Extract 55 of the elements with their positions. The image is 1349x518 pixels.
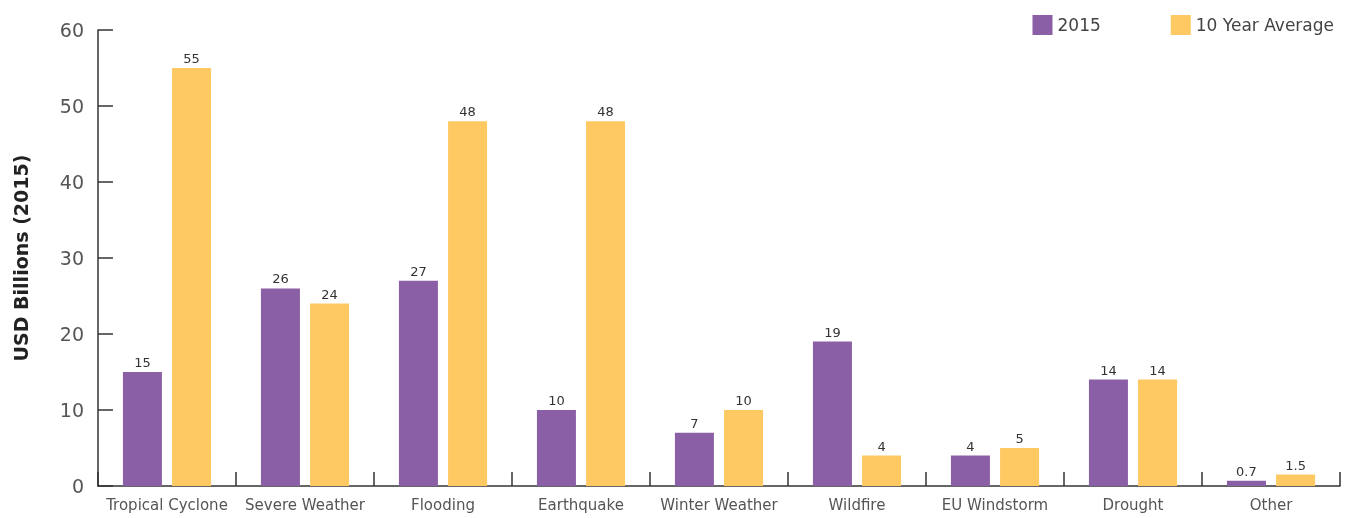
- bar: [950, 455, 990, 486]
- y-tick-label: 0: [71, 475, 84, 497]
- data-label: 55: [183, 51, 200, 66]
- data-label: 48: [597, 104, 614, 120]
- x-tick-label: Severe Weather: [245, 495, 366, 514]
- data-label: 1.5: [1285, 457, 1306, 473]
- y-axis-title: USD Billions (2015): [9, 154, 32, 362]
- bar: [1000, 448, 1040, 486]
- data-label: 26: [272, 271, 289, 287]
- data-label: 27: [410, 263, 427, 279]
- data-label: 48: [459, 104, 476, 120]
- data-label: 4: [966, 438, 975, 454]
- data-label: 4: [877, 438, 886, 454]
- data-label: 5: [1015, 431, 1024, 446]
- bar: [862, 455, 902, 486]
- bar: [674, 432, 714, 486]
- bar: [398, 280, 438, 486]
- x-tick-label: Earthquake: [538, 495, 624, 514]
- x-tick-label: Winter Weather: [660, 495, 779, 514]
- y-tick-label: 10: [59, 399, 84, 421]
- bar: [448, 121, 488, 486]
- bar: [1226, 480, 1266, 486]
- y-tick-label: 30: [59, 247, 84, 269]
- y-tick-label: 20: [59, 323, 84, 345]
- bar: [536, 410, 576, 486]
- bar: [122, 372, 162, 486]
- bar: [586, 121, 626, 486]
- bar: [1276, 474, 1316, 486]
- y-tick-label: 50: [59, 95, 84, 117]
- bar: [310, 303, 350, 486]
- y-tick-label: 40: [59, 171, 84, 193]
- x-tick-label: Other: [1249, 495, 1294, 514]
- data-label: 10: [548, 393, 565, 408]
- bar: [1138, 379, 1178, 486]
- bar: [724, 410, 764, 486]
- x-tick-label: Flooding: [411, 495, 475, 514]
- legend-label: 2015: [1057, 15, 1101, 35]
- bar: [812, 341, 852, 486]
- data-label: 10: [735, 393, 752, 408]
- data-label: 24: [321, 286, 338, 302]
- data-label: 0.7: [1236, 463, 1257, 479]
- x-tick-label: Drought: [1102, 495, 1164, 514]
- x-tick-label: Tropical Cyclone: [105, 495, 228, 514]
- data-label: 14: [1149, 362, 1166, 378]
- bar: [260, 288, 300, 486]
- bar: [1088, 379, 1128, 486]
- x-tick-label: Wildfire: [828, 495, 886, 514]
- data-label: 19: [824, 324, 841, 340]
- data-label: 14: [1100, 362, 1117, 378]
- data-label: 7: [690, 415, 699, 431]
- data-label: 15: [134, 355, 151, 370]
- x-tick-label: EU Windstorm: [941, 495, 1049, 514]
- y-tick-label: 60: [59, 19, 84, 41]
- legend-label: 10 Year Average: [1195, 15, 1335, 35]
- bar: [172, 68, 212, 486]
